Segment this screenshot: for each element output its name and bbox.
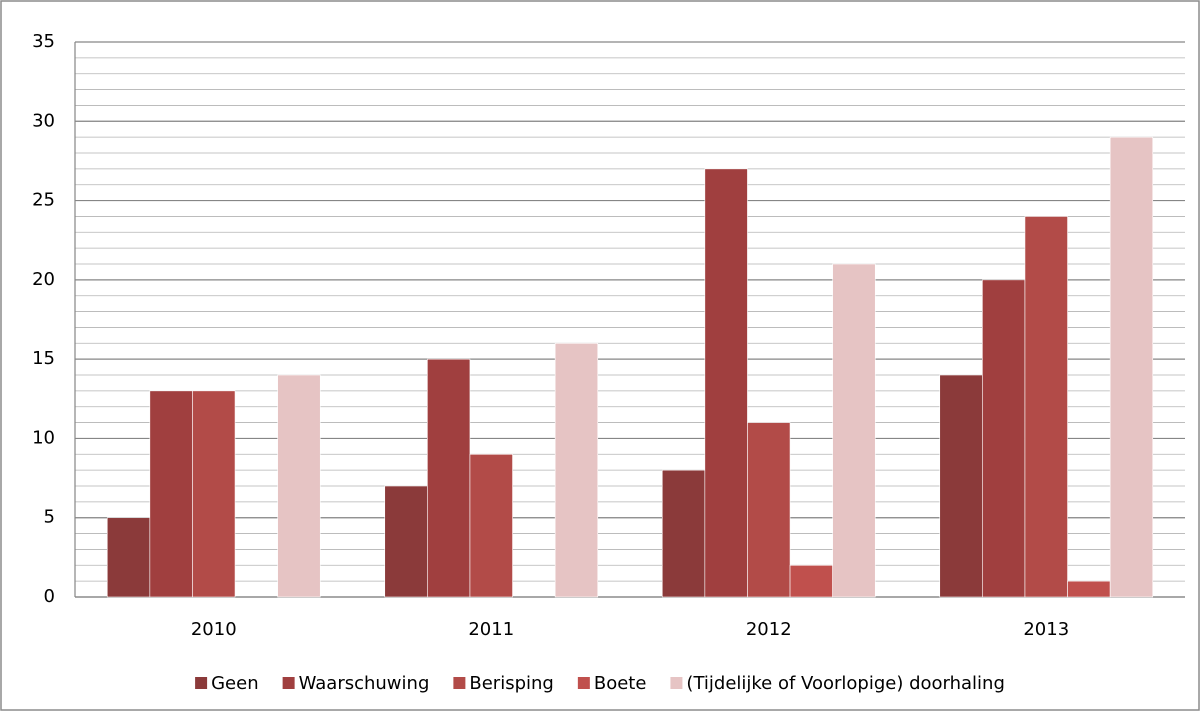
bar bbox=[192, 390, 236, 598]
y-tick-label: 5 bbox=[44, 507, 55, 528]
bar bbox=[832, 263, 876, 598]
y-tick-label: 30 bbox=[32, 110, 55, 131]
legend-label: Berisping bbox=[469, 673, 553, 694]
y-tick-label: 10 bbox=[32, 427, 55, 448]
bar bbox=[939, 374, 983, 598]
bar bbox=[661, 469, 706, 598]
bar bbox=[427, 358, 471, 598]
y-tick-label: 20 bbox=[32, 269, 55, 290]
legend-swatch bbox=[670, 677, 683, 689]
bar bbox=[554, 342, 599, 598]
legend-label: Waarschuwing bbox=[299, 673, 430, 694]
legend-swatch bbox=[282, 677, 295, 689]
y-tick-label: 0 bbox=[44, 586, 55, 607]
bar bbox=[1109, 136, 1154, 598]
bar bbox=[747, 422, 791, 598]
legend-swatch bbox=[195, 677, 208, 689]
y-tick-label: 35 bbox=[32, 31, 55, 52]
legend-label: (Tijdelijke of Voorlopige) doorhaling bbox=[686, 673, 1004, 694]
bar bbox=[277, 374, 321, 598]
x-tick-label: 2011 bbox=[468, 619, 514, 640]
y-tick-label: 15 bbox=[32, 348, 55, 369]
legend-label: Boete bbox=[594, 673, 647, 694]
bar bbox=[1067, 580, 1111, 598]
bar bbox=[149, 390, 193, 598]
legend-label: Geen bbox=[211, 673, 259, 694]
legend-swatch bbox=[453, 677, 466, 689]
legend-swatch bbox=[577, 677, 590, 689]
bar bbox=[384, 485, 428, 598]
bar bbox=[982, 279, 1026, 598]
x-tick-label: 2012 bbox=[746, 619, 792, 640]
x-tick-label: 2010 bbox=[191, 619, 237, 640]
bar bbox=[469, 453, 513, 598]
bar bbox=[106, 517, 151, 598]
bar bbox=[704, 168, 748, 598]
bar bbox=[1024, 216, 1068, 598]
bar bbox=[789, 564, 833, 598]
x-tick-label: 2013 bbox=[1023, 619, 1069, 640]
y-tick-label: 25 bbox=[32, 190, 55, 211]
